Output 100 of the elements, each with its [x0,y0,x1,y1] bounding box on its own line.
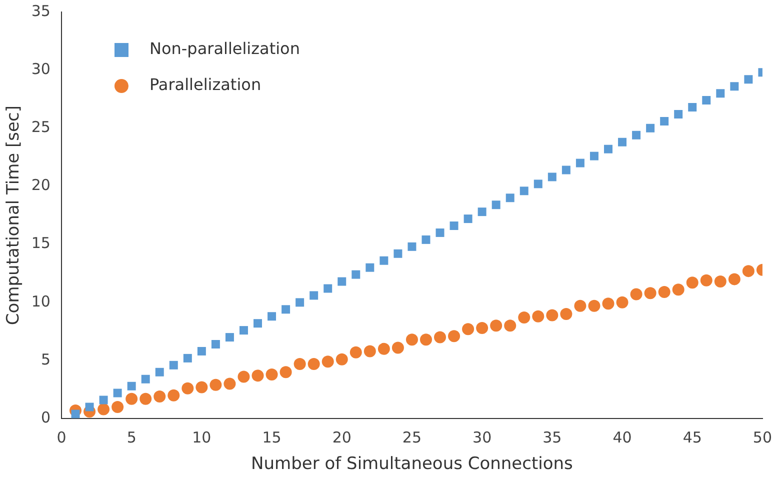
point [686,276,698,289]
point [392,342,404,354]
point [239,326,248,335]
point [534,180,542,188]
point [364,345,376,358]
point [574,300,586,312]
y-tick-label: 35 [31,2,50,20]
point [408,242,416,251]
point [394,249,402,258]
point [492,200,500,210]
point [644,287,656,300]
y-tick-label: 10 [31,292,50,310]
y-tick-label: 25 [31,118,50,136]
point [211,340,220,348]
point [71,410,80,418]
point [308,358,320,370]
point [478,208,486,216]
point [366,263,374,272]
point [224,378,236,390]
point [730,82,739,91]
legend-label: Non-parallelization [149,39,300,58]
point [728,273,740,286]
point [196,381,208,394]
point [406,334,418,346]
point [282,305,290,314]
y-tick-label: 0 [40,408,50,426]
point [310,291,318,300]
point [154,390,166,403]
point [338,277,346,286]
point [98,403,110,416]
point [210,378,222,391]
point [450,222,458,230]
point [660,116,669,126]
point [183,354,192,362]
point [602,298,614,310]
point [672,284,684,296]
x-tick-label: 20 [332,428,352,446]
point [140,392,152,405]
point [590,152,598,160]
point [462,323,474,336]
point [674,110,683,118]
point [506,194,514,202]
point [716,89,725,98]
point [324,284,332,293]
point [630,288,642,300]
point [182,382,194,394]
point [127,382,136,390]
point [99,396,108,404]
point [252,370,264,382]
point [518,312,530,324]
point [646,124,655,132]
point [742,265,754,278]
point [434,331,446,344]
y-tick-label: 5 [40,350,50,368]
point [225,333,234,342]
x-tick-label: 10 [192,428,212,446]
x-tick-label: 35 [542,428,562,446]
point [268,312,276,321]
point [490,320,502,332]
point [476,322,488,334]
point [141,374,150,384]
point [378,342,390,355]
point [562,166,570,174]
point [336,353,348,366]
x-tick-label: 25 [402,428,422,446]
point [520,186,528,196]
x-tick-label: 0 [56,428,66,446]
point [700,274,712,286]
point [294,358,306,370]
point [280,366,292,378]
point [169,360,178,370]
x-axis-title: Number of Simultaneous Connections [251,454,574,474]
x-tick-label: 30 [472,428,492,446]
point [560,308,572,320]
point [632,130,641,140]
point [688,103,697,112]
y-tick-label: 15 [31,234,50,252]
x-tick-label: 40 [612,428,632,446]
point [254,319,262,328]
point [197,346,206,356]
point [85,402,94,412]
point [380,256,388,265]
x-tick-label: 5 [126,428,136,446]
point [168,389,180,402]
x-tick-label: 45 [682,428,702,446]
point [532,310,544,322]
y-axis-title: Computational Time [sec] [4,106,24,326]
point [112,400,124,413]
point [436,228,444,237]
point [420,334,432,346]
point [266,368,278,380]
point [546,309,558,322]
point [576,158,584,168]
point [448,330,460,342]
point [464,214,472,224]
point [352,270,360,279]
point [744,75,753,84]
y-tick-label: 30 [31,60,50,78]
point [113,388,122,398]
point [422,235,430,244]
